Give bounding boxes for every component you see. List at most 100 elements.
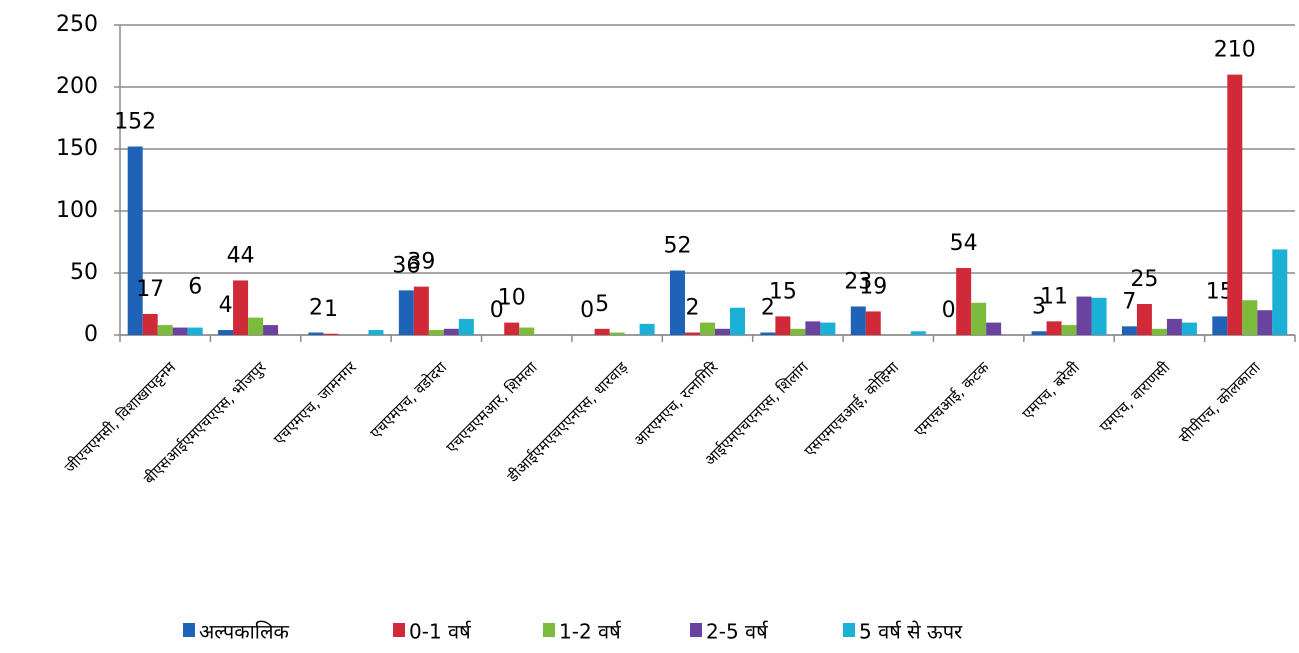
bar [639,323,655,335]
data-label: 152 [114,110,156,135]
data-label: 0 [490,298,504,323]
data-label: 25 [1130,267,1158,292]
bar [263,325,279,335]
legend-label: अल्पकालिक [199,620,289,644]
x-tick-label: एसएमएचआई, कोहिमा [801,358,904,461]
data-label: 210 [1214,38,1256,63]
data-label: 17 [136,277,164,302]
bar [1257,310,1273,335]
legend-label: 0-1 वर्ष [409,620,472,644]
bar [986,322,1002,335]
x-tick-label: आरएमएच, रत्नागिरि [630,358,722,450]
bar [127,146,143,335]
legend-swatch [690,623,702,637]
data-label: 2 [761,296,775,321]
legend-swatch [393,623,405,637]
data-label: 10 [498,286,526,311]
bar [1136,304,1152,335]
bar [157,325,173,335]
bar [820,322,836,335]
bar [428,330,444,335]
y-tick-label: 0 [84,322,98,347]
bar [1166,318,1182,335]
data-label: 52 [664,234,692,259]
x-tick-label: एमएच, बरेली [1018,358,1083,423]
y-tick-label: 200 [56,74,98,99]
legend-label: 2-5 वर्ष [706,620,769,644]
bar [1031,331,1047,335]
bar [730,307,745,335]
bar [368,330,384,335]
x-tick-label: एचएचएमआर, शिमला [442,358,541,457]
bar [1272,249,1288,335]
bar [594,328,610,335]
data-label: 4 [219,293,233,318]
x-tick-label: एमएचआई, कटक [911,358,993,440]
bar [398,290,414,335]
bar [519,327,535,335]
data-label: 39 [407,250,435,275]
bar [1227,74,1243,335]
bar [790,328,806,335]
x-tick-label: एमएच, वाराणसी [1096,358,1174,436]
data-label: 1 [324,297,338,322]
bar [971,302,987,335]
y-tick-label: 150 [56,136,98,161]
bar [956,268,972,335]
bar [700,322,715,335]
data-label: 7 [1122,289,1136,314]
y-tick-label: 100 [56,198,98,223]
bar [413,286,429,335]
bar [1091,297,1107,335]
bar [865,311,881,335]
bar [760,332,776,335]
data-label: 23 [844,269,872,294]
bar [1212,316,1228,335]
data-label: 0 [580,298,594,323]
data-label: 2 [309,296,323,321]
bar [1242,300,1258,335]
data-label: 6 [188,275,202,300]
y-tick-label: 50 [70,260,98,285]
legend-swatch [543,623,555,637]
y-tick-label: 250 [56,12,98,37]
bar [187,327,203,335]
data-label: 15 [769,279,797,304]
bar [443,328,459,335]
x-tick-label: एचएमएच, जामनगर [270,358,361,449]
data-label: 5 [595,292,609,317]
x-tick-label: सीपीएच, कोलकाता [1175,357,1264,446]
data-label: 11 [1040,284,1068,309]
data-label: 2 [686,296,700,321]
bar [504,322,520,335]
bar [670,270,685,335]
data-label: 19 [859,274,887,299]
bar [142,313,158,335]
bar [1076,296,1092,335]
legend-label: 5 वर्ष से ऊपर [859,620,963,644]
bar [685,332,700,335]
bar [233,280,249,335]
bar [715,328,730,335]
bar [323,333,339,335]
bar [805,321,821,335]
bar [1046,321,1062,335]
bar [308,332,324,335]
data-label: 3 [1032,294,1046,319]
bar [910,331,926,335]
bar [1121,326,1137,335]
bar [1181,322,1197,335]
bar [218,330,234,335]
data-label: 44 [227,243,255,268]
bar [248,317,264,335]
bar [1151,328,1167,335]
bar [1061,325,1077,335]
data-label: 54 [950,231,978,256]
legend-swatch [843,623,855,637]
bar [458,318,474,335]
bar [850,306,866,335]
data-label: 36 [392,253,420,278]
x-tick-label: एचएमएच, वडोदरा [366,358,451,443]
data-label: 0 [942,298,956,323]
